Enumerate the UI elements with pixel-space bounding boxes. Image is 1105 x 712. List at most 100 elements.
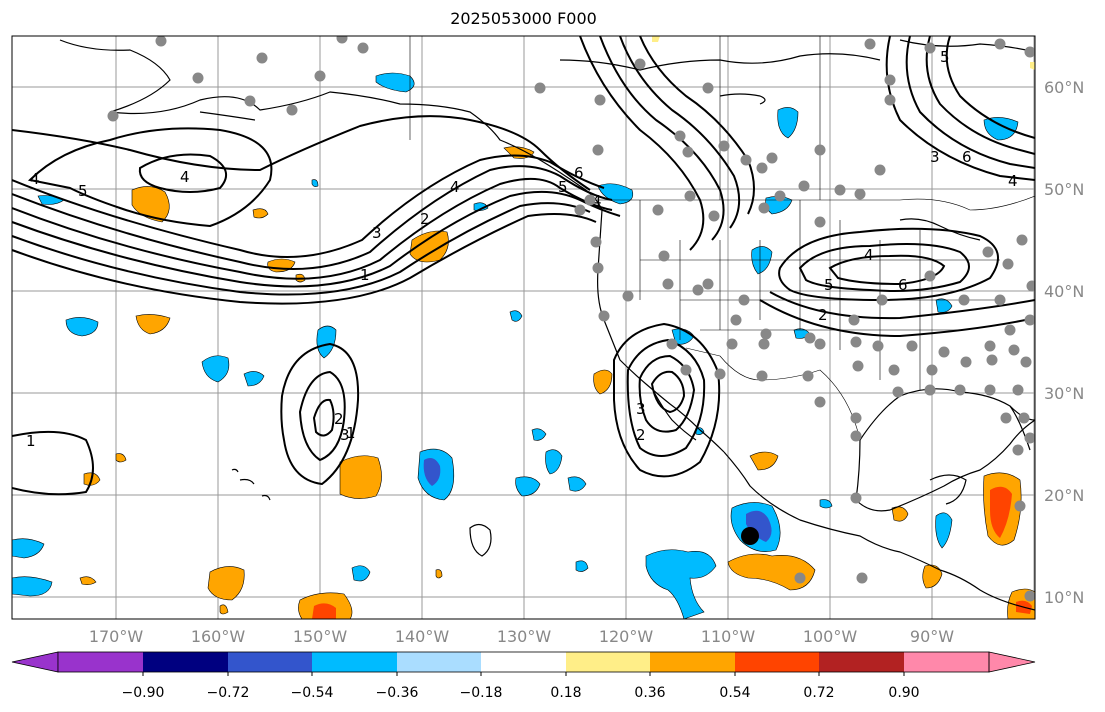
contour-label: 6	[898, 276, 908, 294]
cold-anomaly-area	[351, 565, 371, 582]
warm-anomaly-area	[135, 314, 171, 335]
hudson-bay	[719, 93, 766, 105]
longitude-label: 130°W	[497, 627, 552, 646]
station-marker	[594, 94, 606, 106]
contour-line	[12, 154, 605, 259]
station-marker	[850, 336, 862, 348]
cold-anomaly-area	[777, 107, 799, 139]
warm-anomaly-area	[435, 569, 443, 579]
contour-label: 4	[864, 246, 874, 264]
colorbar-extend-max	[988, 651, 1036, 673]
station-marker	[814, 396, 826, 408]
contour-label: 4	[180, 168, 190, 186]
contour-line	[925, 36, 1035, 155]
contour-label: 4	[30, 170, 40, 188]
station-marker	[802, 370, 814, 382]
latitude-label: 60°N	[1044, 78, 1084, 97]
contour-label: 1	[346, 424, 356, 442]
contour-label: 3	[636, 400, 646, 418]
contour-line	[778, 227, 999, 302]
warm-anomaly-area	[252, 208, 269, 219]
longitude-label: 160°W	[191, 627, 246, 646]
station-marker	[848, 314, 860, 326]
clarion-island	[469, 523, 492, 557]
contour-line	[12, 165, 613, 271]
contour-line	[138, 153, 228, 193]
station-marker	[590, 236, 602, 248]
station-marker	[872, 340, 884, 352]
hawaii	[231, 468, 271, 501]
warm-anomaly-areas	[79, 146, 1035, 619]
colorbar-segment	[312, 652, 397, 672]
station-marker	[834, 184, 846, 196]
contour-line	[885, 36, 1035, 181]
colorbar-tick-label: 0.72	[803, 685, 834, 701]
cold-anomaly-area	[819, 499, 833, 509]
us-canada-border	[596, 195, 1035, 211]
colorbar	[11, 651, 1036, 676]
cold-anomaly-area	[983, 117, 1019, 141]
contour-line	[12, 115, 591, 191]
station-marker	[674, 130, 686, 142]
contour-line	[798, 243, 970, 292]
great-lakes	[899, 218, 981, 241]
latitude-label: 10°N	[1044, 588, 1084, 607]
station-marker	[924, 42, 936, 54]
contour-label: 4	[450, 178, 460, 196]
contour-label: 1	[360, 266, 370, 284]
station-marker	[814, 338, 826, 350]
cold-anomaly-areas	[12, 72, 1019, 619]
station-marker	[994, 294, 1006, 306]
colorbar-segment	[566, 652, 650, 672]
station-marker	[766, 152, 778, 164]
contour-label: 2	[818, 306, 828, 324]
station-marker	[982, 246, 994, 258]
station-marker	[1026, 280, 1035, 292]
strong-cold-anomaly-area	[746, 510, 772, 542]
contour-line	[12, 202, 591, 296]
station-marker	[926, 364, 938, 376]
station-marker	[1024, 314, 1035, 326]
station-marker	[1000, 412, 1012, 424]
station-marker	[986, 354, 998, 366]
warm-anomaly-area	[593, 369, 613, 395]
station-marker	[1008, 344, 1020, 356]
province-lines	[719, 36, 821, 200]
florida	[1009, 405, 1031, 451]
station-marker	[1004, 324, 1016, 336]
weak-warm-anomaly-area	[652, 36, 660, 42]
us-mexico-border	[685, 347, 861, 441]
longitude-label: 170°W	[89, 627, 144, 646]
contour-label: 1	[26, 432, 36, 450]
station-marker	[1020, 356, 1032, 368]
station-marker	[960, 356, 972, 368]
warm-anomaly-area	[922, 564, 943, 589]
contour-label: 4	[1008, 172, 1018, 190]
colorbar-tick-label: −0.18	[460, 685, 503, 701]
station-marker	[864, 38, 876, 50]
station-marker	[892, 386, 904, 398]
latitude-label: 50°N	[1044, 180, 1084, 199]
colorbar-segment	[58, 652, 143, 672]
map-border	[11, 35, 1036, 620]
station-marker	[794, 572, 806, 584]
latitude-label: 30°N	[1044, 384, 1084, 403]
station-marker	[874, 164, 886, 176]
colorbar-tick-label: −0.72	[207, 685, 250, 701]
cold-anomaly-area	[545, 449, 563, 475]
station-marker	[730, 314, 742, 326]
station-marker	[107, 110, 119, 122]
station-marker	[592, 262, 604, 274]
station-marker	[1012, 444, 1024, 456]
station-marker	[714, 368, 726, 380]
station-marker	[658, 250, 670, 262]
colorbar-tick-label: −0.54	[291, 685, 334, 701]
station-marker	[256, 52, 268, 64]
cold-anomaly-area	[515, 476, 541, 497]
station-marker	[1024, 590, 1035, 602]
station-marker	[850, 412, 862, 424]
latitude-labels: 60°N 50°N 40°N 30°N 20°N 10°N	[1044, 78, 1084, 607]
station-marker	[708, 210, 720, 222]
contour-line	[650, 370, 686, 414]
contour-line	[579, 36, 705, 251]
